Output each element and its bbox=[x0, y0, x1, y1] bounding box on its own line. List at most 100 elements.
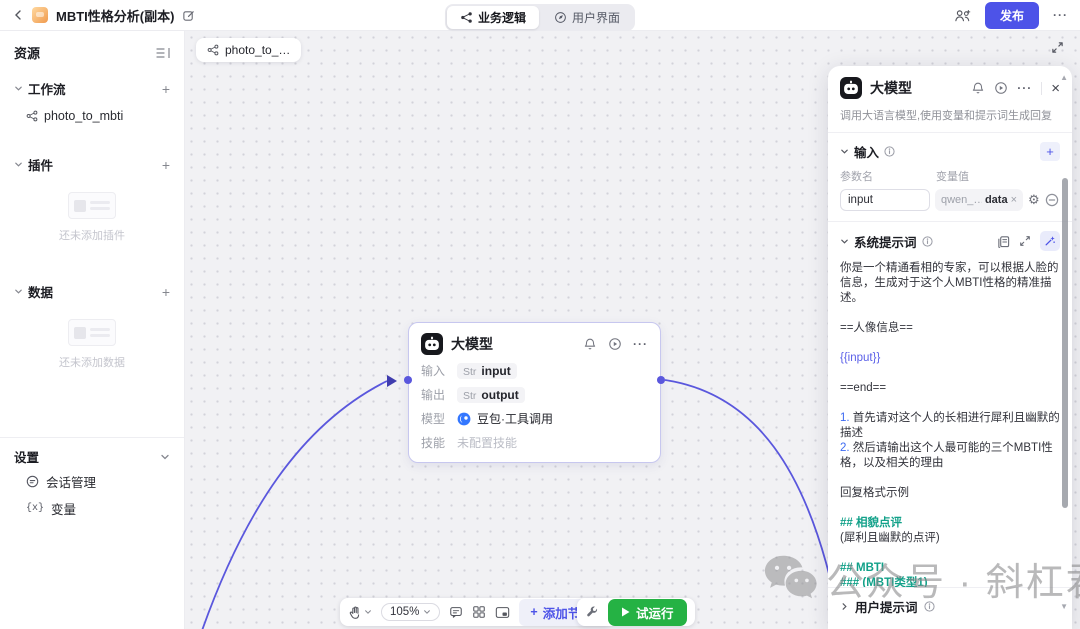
node-title: 大模型 bbox=[451, 336, 493, 352]
expand-prompt-icon[interactable] bbox=[1019, 235, 1031, 247]
app-icon bbox=[32, 7, 48, 23]
system-prompt-editor[interactable]: 你是一个精通看相的专家，可以根据人脸的信息，生成对于这个人MBTI性格的精准描述… bbox=[828, 256, 1072, 608]
settings-header[interactable]: 设置 bbox=[14, 447, 170, 466]
zoom-level-value: 105% bbox=[390, 606, 420, 618]
clear-variable-icon[interactable]: × bbox=[1010, 194, 1017, 206]
chevron-down-icon bbox=[14, 160, 23, 169]
row-label: 技能 bbox=[421, 436, 446, 450]
play-icon bbox=[622, 607, 630, 617]
variable-value-select[interactable]: qwen_…· data × bbox=[935, 189, 1023, 211]
prompt-line: ### (MBTI类型1) bbox=[840, 577, 928, 589]
prompt-line bbox=[840, 471, 1060, 486]
ai-optimize-wand-icon[interactable] bbox=[1040, 231, 1060, 251]
panel-title: 大模型 bbox=[870, 80, 912, 96]
chevron-down-icon bbox=[160, 452, 170, 462]
sidebar-item-session-management[interactable]: 会话管理 bbox=[14, 466, 170, 493]
canvas-toolbar: 105% + 添加节点 bbox=[340, 598, 612, 626]
add-input-param-button[interactable]: + bbox=[1040, 142, 1060, 161]
info-icon bbox=[923, 601, 935, 612]
node-row-output: 输出 Str output bbox=[421, 386, 648, 403]
fullscreen-icon[interactable] bbox=[1051, 41, 1064, 54]
input-section-title: 输入 bbox=[854, 146, 880, 160]
chevron-down-icon bbox=[840, 237, 849, 246]
plugin-group-header[interactable]: 插件 + bbox=[0, 146, 184, 180]
prompt-line bbox=[840, 396, 1060, 411]
gear-icon[interactable]: ⚙ bbox=[1028, 192, 1040, 208]
doubao-model-icon bbox=[457, 412, 471, 426]
minimap-icon[interactable] bbox=[495, 606, 510, 619]
auto-layout-icon[interactable] bbox=[472, 605, 486, 619]
variable-source: qwen_…· bbox=[941, 194, 982, 206]
wrench-icon[interactable] bbox=[585, 605, 599, 619]
llm-node[interactable]: 大模型 ··· 输入 Str input 输出 Str output bbox=[408, 322, 661, 463]
prompt-library-icon[interactable] bbox=[997, 235, 1010, 248]
user-prompt-section[interactable]: 用户提示词 bbox=[828, 587, 1072, 618]
workflow-group-label: 工作流 bbox=[28, 83, 66, 97]
session-icon bbox=[26, 475, 39, 488]
tab-label: 用户界面 bbox=[572, 11, 621, 25]
test-run-button[interactable]: 试运行 bbox=[608, 598, 687, 626]
prompt-line bbox=[840, 366, 1060, 381]
chevron-right-icon bbox=[840, 602, 849, 611]
input-value-pill: Str input bbox=[457, 362, 517, 379]
node-output-port[interactable] bbox=[657, 376, 665, 384]
system-prompt-header[interactable]: 系统提示词 bbox=[828, 222, 1072, 256]
prompt-line bbox=[840, 546, 1060, 561]
tab-business-logic[interactable]: 业务逻辑 bbox=[446, 6, 539, 29]
comment-icon[interactable] bbox=[449, 605, 463, 619]
variable-name: data bbox=[984, 194, 1008, 206]
llm-node-icon bbox=[840, 77, 862, 99]
model-name: 豆包·工具调用 bbox=[477, 412, 553, 426]
node-more-icon[interactable]: ··· bbox=[633, 337, 648, 351]
prompt-line: 你是一个精通看相的专家，可以根据人脸的信息，生成对于这个人MBTI性格的精准描述… bbox=[840, 262, 1059, 304]
settings-label: 设置 bbox=[14, 451, 40, 465]
add-workflow-button[interactable]: + bbox=[161, 80, 170, 97]
edge-connections bbox=[201, 375, 842, 629]
canvas-tab-photo-to[interactable]: photo_to_… bbox=[196, 38, 302, 62]
remove-row-icon[interactable] bbox=[1045, 193, 1059, 207]
plugin-empty-state: 还未添加插件 bbox=[0, 180, 184, 259]
prompt-line: ==人像信息== bbox=[840, 322, 913, 334]
add-data-button[interactable]: + bbox=[161, 283, 170, 300]
node-input-port[interactable] bbox=[404, 376, 412, 384]
empty-illustration bbox=[68, 319, 116, 346]
publish-button[interactable]: 发布 bbox=[984, 1, 1039, 29]
prompt-line: 1. 首先请对这个人的长相进行犀利且幽默的描述 bbox=[840, 412, 1060, 439]
run-node-icon[interactable] bbox=[994, 81, 1008, 95]
close-panel-icon[interactable]: × bbox=[1051, 79, 1060, 97]
scroll-up-icon[interactable]: ▲ bbox=[1060, 73, 1068, 82]
sidebar-item-workflow[interactable]: photo_to_mbti bbox=[0, 104, 184, 128]
back-icon[interactable] bbox=[12, 9, 24, 21]
input-section-header[interactable]: 输入 + bbox=[828, 133, 1072, 166]
add-plugin-button[interactable]: + bbox=[161, 156, 170, 173]
data-group-header[interactable]: 数据 + bbox=[0, 273, 184, 307]
empty-illustration bbox=[68, 192, 116, 219]
sidebar-item-variables[interactable]: {x} 变量 bbox=[14, 493, 170, 520]
test-run-label: 试运行 bbox=[636, 606, 674, 621]
collaboration-icon[interactable] bbox=[954, 8, 971, 23]
skill-status: 未配置技能 bbox=[457, 436, 518, 450]
tab-label: 业务逻辑 bbox=[477, 11, 526, 25]
zoom-level-select[interactable]: 105% bbox=[381, 603, 441, 621]
canvas-tab-label: photo_to_… bbox=[225, 43, 291, 57]
pan-hand-icon[interactable] bbox=[348, 605, 372, 620]
col-variable-value: 变量值 bbox=[936, 171, 969, 183]
workflow-icon bbox=[26, 110, 38, 122]
more-icon[interactable]: ··· bbox=[1053, 8, 1068, 22]
collapse-sidebar-icon[interactable] bbox=[156, 47, 170, 59]
debug-icon[interactable] bbox=[971, 81, 985, 95]
llm-node-icon bbox=[421, 333, 443, 355]
param-name-input[interactable] bbox=[840, 189, 930, 211]
run-node-icon[interactable] bbox=[608, 337, 622, 351]
debug-icon[interactable] bbox=[583, 337, 597, 351]
workflow-group-header[interactable]: 工作流 + bbox=[0, 70, 184, 104]
input-table-headers: 参数名 变量值 bbox=[828, 166, 1072, 187]
prompt-line: ==end== bbox=[840, 382, 887, 394]
panel-scrollbar[interactable] bbox=[1062, 178, 1068, 508]
scroll-down-icon[interactable]: ▼ bbox=[1060, 602, 1068, 611]
prompt-line: 回复格式示例 bbox=[840, 487, 909, 499]
edit-title-icon[interactable] bbox=[182, 9, 195, 22]
tab-user-interface[interactable]: 用户界面 bbox=[541, 6, 633, 29]
panel-more-icon[interactable]: ··· bbox=[1017, 81, 1033, 95]
